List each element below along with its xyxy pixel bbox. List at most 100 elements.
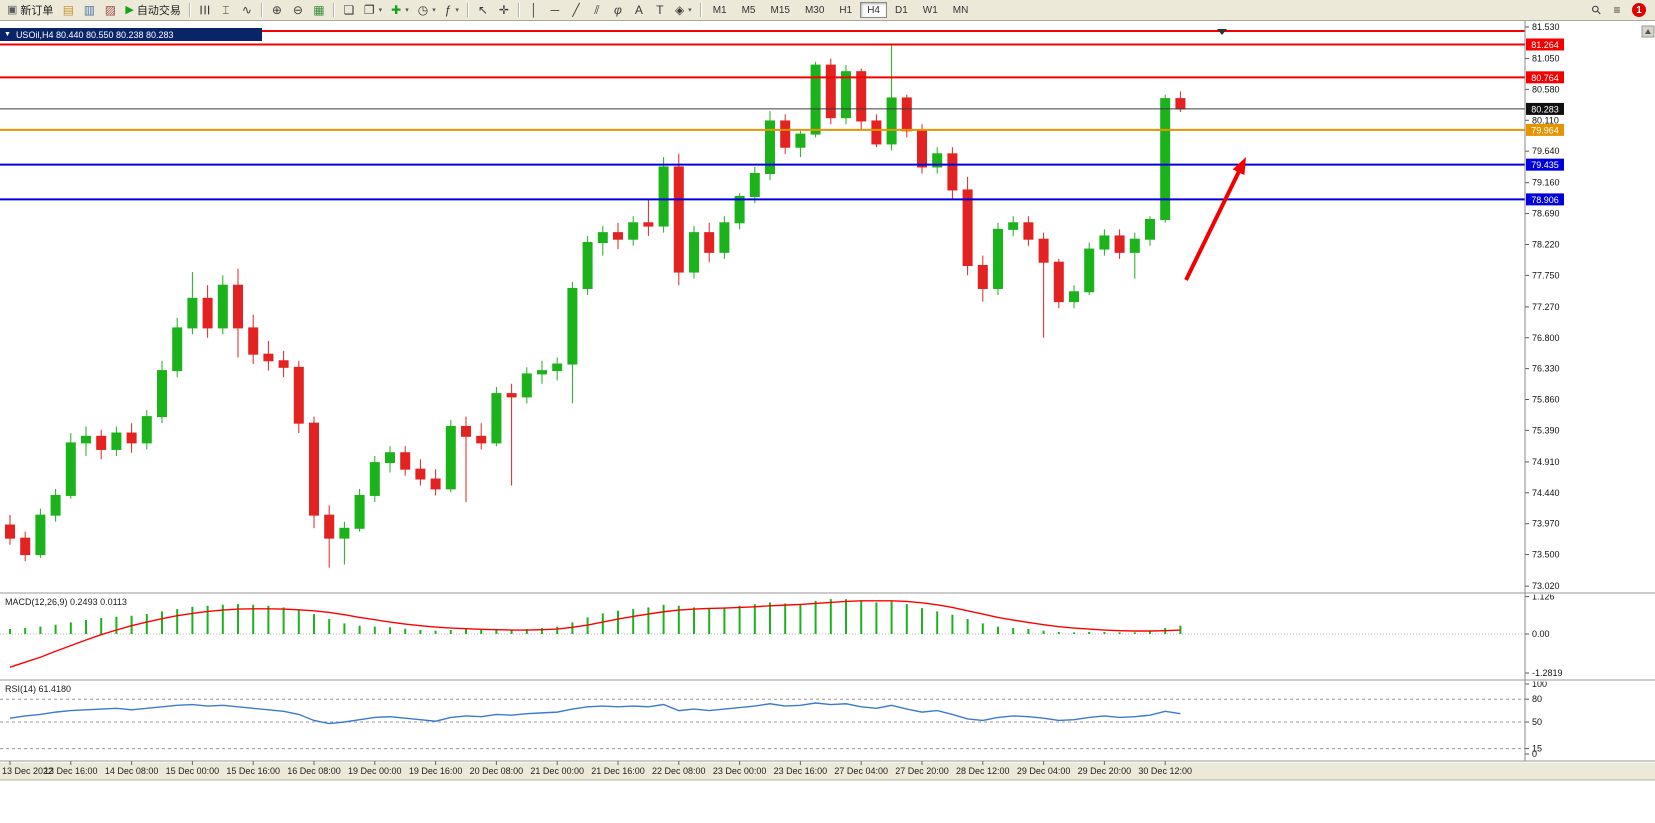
new-chart-icon[interactable]: ✚ ▾ bbox=[387, 1, 413, 19]
rsi-tick-label: 100 bbox=[1532, 679, 1547, 689]
price-badge-label: 80.764 bbox=[1531, 73, 1559, 83]
candle-up bbox=[886, 97, 897, 145]
text-label-icon[interactable]: T bbox=[650, 1, 670, 19]
timeframe-m30-button[interactable]: M30 bbox=[798, 2, 831, 18]
crosshair-icon[interactable]: ✛ bbox=[494, 1, 514, 19]
price-tick-label: 78.220 bbox=[1532, 239, 1560, 249]
trend-arrow-head bbox=[1232, 157, 1246, 176]
time-axis-label: 20 Dec 08:00 bbox=[470, 766, 524, 776]
candle-down bbox=[400, 452, 411, 470]
rsi-tick-label: 0 bbox=[1532, 749, 1537, 759]
trend-arrow[interactable] bbox=[1184, 168, 1242, 281]
timeframe-h4-button[interactable]: H4 bbox=[860, 2, 887, 18]
time-axis-label: 23 Dec 16:00 bbox=[774, 766, 828, 776]
timeframe-m15-button[interactable]: M15 bbox=[764, 2, 797, 18]
candle-down bbox=[415, 468, 426, 480]
candlestick-icon[interactable]: ⌶ bbox=[216, 1, 236, 19]
shapes-icon: ◈ bbox=[674, 3, 685, 17]
zoom-in-icon[interactable]: ⊕ bbox=[267, 1, 287, 19]
candle-up bbox=[1069, 291, 1079, 303]
chart-shift-marker[interactable] bbox=[1217, 29, 1227, 35]
price-tick-label: 73.500 bbox=[1532, 550, 1560, 560]
indicators-icon[interactable]: ƒ ▾ bbox=[441, 1, 463, 19]
auto-trading-button-label: 自动交易 bbox=[136, 5, 181, 17]
candle-up bbox=[597, 232, 608, 243]
tile-windows-icon[interactable]: ❏ bbox=[339, 1, 359, 19]
horizontal-line-icon: ─ bbox=[550, 3, 560, 17]
trendline-icon[interactable]: ╱ bbox=[566, 1, 586, 19]
macd-tick-label: 0.00 bbox=[1532, 629, 1550, 639]
timeframe-mn-button[interactable]: MN bbox=[946, 2, 976, 18]
candle-down bbox=[461, 425, 471, 437]
timeframe-m1-button[interactable]: M1 bbox=[706, 2, 734, 18]
cursor-icon[interactable]: ↖ bbox=[473, 1, 493, 19]
current-price-badge bbox=[1526, 102, 1564, 115]
macd-values: 0.2493 0.0113 bbox=[70, 597, 127, 607]
rsi-label: RSI(14) 61.4180 bbox=[5, 684, 71, 694]
candlestick-icon: ⌶ bbox=[222, 3, 230, 17]
timeframe-w1-button[interactable]: W1 bbox=[916, 2, 945, 18]
text-icon[interactable]: A bbox=[629, 1, 649, 19]
candle-up bbox=[1160, 98, 1171, 221]
time-axis-label: 27 Dec 04:00 bbox=[834, 766, 888, 776]
candle-up bbox=[217, 284, 228, 329]
zoom-out-icon: ⊖ bbox=[292, 3, 303, 17]
news-icon[interactable]: ▨ bbox=[100, 1, 120, 19]
candle-up bbox=[658, 166, 669, 227]
line-chart-icon[interactable]: ∿ bbox=[237, 1, 257, 19]
time-axis-label: 15 Dec 16:00 bbox=[226, 766, 280, 776]
timeframe-m5-button[interactable]: M5 bbox=[735, 2, 763, 18]
layers-icon[interactable]: ≡ bbox=[1607, 1, 1627, 19]
cascade-windows-icon[interactable]: ❐ ▾ bbox=[360, 1, 386, 19]
equidistant-channel-icon[interactable]: ⫽ bbox=[587, 1, 607, 19]
candle-up bbox=[932, 153, 943, 168]
shapes-icon[interactable]: ◈ ▾ bbox=[671, 1, 696, 19]
text-label-icon: T bbox=[656, 3, 664, 17]
price-badge bbox=[1526, 158, 1564, 171]
candle-up bbox=[689, 232, 699, 273]
ohlc-bars-icon[interactable]: ☰ bbox=[195, 1, 215, 19]
price-tick-label: 79.160 bbox=[1532, 178, 1560, 188]
price-tick-label: 77.270 bbox=[1532, 302, 1560, 312]
candle-down bbox=[613, 232, 623, 240]
price-tick-label: 76.800 bbox=[1532, 333, 1560, 343]
profile-icon: ▥ bbox=[83, 3, 96, 17]
timeframe-d1-button[interactable]: D1 bbox=[888, 2, 915, 18]
candle-up bbox=[111, 432, 122, 450]
ledger-icon[interactable]: ▤ bbox=[58, 1, 78, 19]
grid-icon[interactable]: ▦ bbox=[309, 1, 329, 19]
candle-up bbox=[339, 527, 350, 539]
fibonacci-icon[interactable]: φ bbox=[608, 1, 628, 19]
candle-up bbox=[734, 196, 745, 224]
periods-icon: ◷ bbox=[417, 3, 429, 17]
layers-icon: ≡ bbox=[1613, 3, 1621, 17]
collapse-icon[interactable]: ▼ bbox=[4, 31, 11, 38]
new-order-button[interactable]: ▣ 新订单 bbox=[3, 1, 57, 19]
notification-badge[interactable]: 1 bbox=[1632, 3, 1646, 17]
timeframe-h1-button[interactable]: H1 bbox=[832, 2, 859, 18]
price-badge-label: 81.264 bbox=[1531, 40, 1559, 50]
vertical-line-icon: │ bbox=[530, 3, 538, 17]
periods-icon[interactable]: ◷ ▾ bbox=[414, 1, 440, 19]
vertical-line-icon[interactable]: │ bbox=[524, 1, 544, 19]
candle-down bbox=[278, 360, 289, 368]
dropdown-arrow-icon: ▾ bbox=[688, 7, 692, 14]
price-tick-label: 80.580 bbox=[1532, 84, 1560, 94]
zoom-out-icon[interactable]: ⊖ bbox=[288, 1, 308, 19]
dropdown-arrow-icon: ▾ bbox=[432, 7, 436, 14]
candle-down bbox=[5, 524, 15, 539]
play-icon: ▶ bbox=[125, 3, 134, 16]
auto-trading-button[interactable]: ▶ 自动交易 bbox=[121, 1, 184, 19]
profile-icon[interactable]: ▥ bbox=[79, 1, 99, 19]
candle-up bbox=[1145, 219, 1155, 240]
horizontal-line-icon[interactable]: ─ bbox=[545, 1, 565, 19]
time-axis-label: 29 Dec 20:00 bbox=[1078, 766, 1132, 776]
search-icon[interactable]: ⚲ bbox=[1586, 1, 1606, 19]
equidistant-channel-icon: ⫽ bbox=[594, 3, 600, 17]
candle-up bbox=[81, 435, 91, 444]
candle-down bbox=[673, 166, 684, 273]
price-tick-label: 78.690 bbox=[1532, 209, 1560, 219]
candle-up bbox=[369, 462, 380, 496]
